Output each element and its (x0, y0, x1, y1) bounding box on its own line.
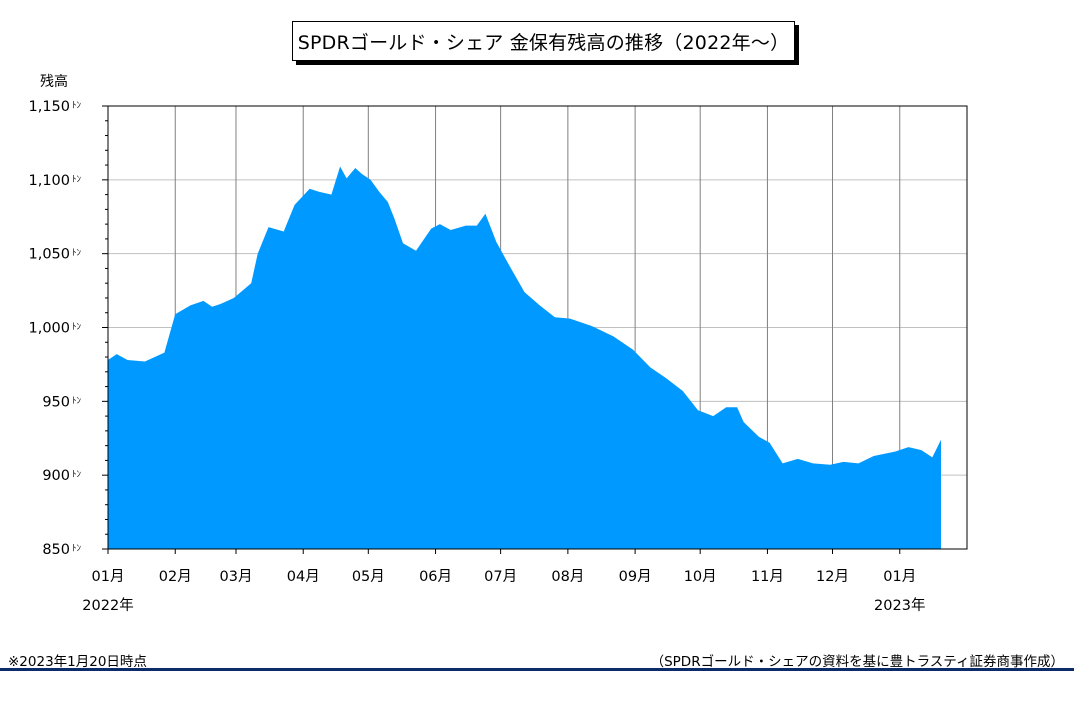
y-tick-unit: ﾄﾝ (72, 249, 82, 259)
y-tick-unit: ﾄﾝ (72, 101, 82, 111)
x-tick-label: 11月 (751, 569, 784, 585)
y-tick-label: 850 (42, 542, 70, 558)
y-tick-label: 1,000 (28, 321, 70, 337)
x-tick-label: 09月 (619, 569, 652, 585)
x-tick-label: 05月 (352, 569, 385, 585)
y-tick-label: 1,100 (28, 173, 70, 189)
y-tick-unit: ﾄﾝ (72, 175, 82, 185)
x-tick-label: 07月 (484, 569, 517, 585)
area-fill (108, 166, 941, 549)
footnote-source: （SPDRゴールド・シェアの資料を基に豊トラスティ証券商事作成） (650, 654, 1064, 670)
y-tick-unit: ﾄﾝ (72, 544, 82, 554)
x-tick-label: 02月 (159, 569, 192, 585)
y-tick-label: 1,050 (28, 247, 70, 263)
x-tick-label: 10月 (684, 569, 717, 585)
x-tick-label: 01月 (92, 569, 125, 585)
y-axis-label: 残高 (40, 73, 68, 90)
y-tick-label: 1,150 (28, 99, 70, 115)
x-tick-label: 06月 (419, 569, 452, 585)
y-tick-label: 900 (42, 468, 70, 484)
x-tick-label: 03月 (220, 569, 253, 585)
x-tick-label: 12月 (816, 569, 849, 585)
y-tick-unit: ﾄﾝ (72, 470, 82, 480)
area-series (108, 166, 941, 549)
y-tick-unit: ﾄﾝ (72, 396, 82, 406)
footnote-date: ※2023年1月20日時点 (8, 654, 147, 670)
y-tick-label: 950 (42, 394, 70, 410)
x-tick-label: 04月 (287, 569, 320, 585)
year-label-2022: 2022年 (82, 597, 133, 614)
y-tick-unit: ﾄﾝ (72, 323, 82, 333)
x-tick-label: 01月 (883, 569, 916, 585)
footer-rule (0, 668, 1074, 671)
chart-title: SPDRゴールド・シェア 金保有残高の推移（2022年～） (292, 21, 795, 61)
year-label-2023: 2023年 (874, 597, 925, 614)
x-tick-label: 08月 (551, 569, 584, 585)
